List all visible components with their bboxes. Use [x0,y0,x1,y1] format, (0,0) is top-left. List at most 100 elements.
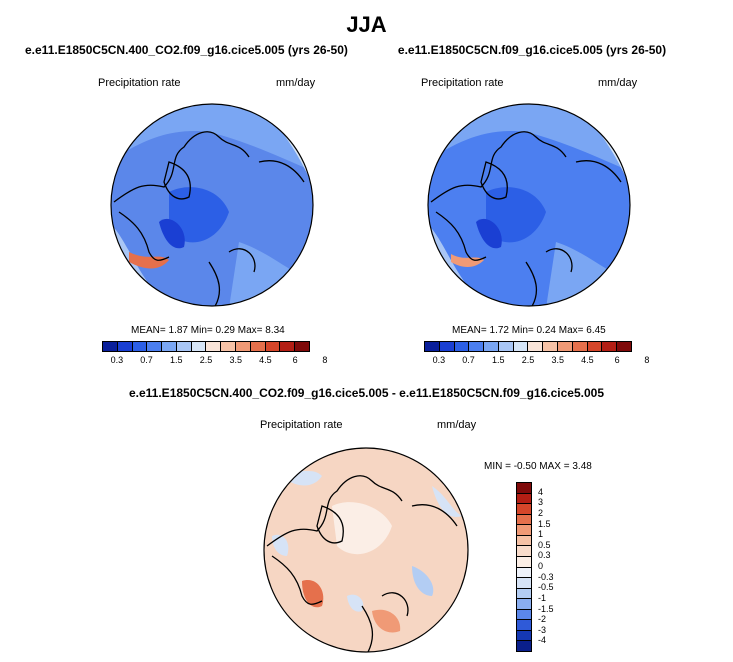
colorbar-swatch [176,342,192,351]
colorbar-tick-label: -2 [538,614,547,625]
colorbar-tick-label: -1.5 [538,603,554,614]
colorbar-swatch [517,599,531,610]
panel1-colorbar-labels: 0.3 0.7 1.5 2.5 3.5 4.5 6 8 [102,352,328,366]
panel2-min-value: 0.24 [536,325,556,336]
colorbar-tick-label: 0.3 [110,355,124,365]
colorbar-tick-label: -4 [538,635,547,646]
colorbar-tick-label: 1.5 [492,355,505,365]
diff-polar-map [263,447,469,653]
colorbar-swatch [517,556,531,568]
diff-variable-label: Precipitation rate [260,419,343,431]
panel2-min-label: Min= [511,325,534,336]
panel1-max-label: Max= [237,325,263,336]
colorbar-swatch [543,342,559,351]
colorbar-tick-label: 0.7 [140,355,153,365]
colorbar-swatch [558,342,573,351]
panel1-colorbar-swatches [102,341,310,352]
colorbar-swatch [425,342,440,351]
colorbar-tick-label: 0 [538,561,544,571]
colorbar-swatch [454,342,470,351]
colorbar-tick-label: 2.5 [521,355,535,365]
diff-case-title: e.e11.E1850C5CN.400_CO2.f09_g16.cice5.00… [128,386,604,400]
panel2-mean-label: MEAN= [452,325,487,336]
panel1-stats: MEAN= 1.87 Min= 0.29 Max= 8.34 [131,325,285,336]
colorbar-swatch [572,342,588,351]
colorbar-tick-label: 8 [322,355,328,365]
colorbar-swatch [617,342,631,351]
colorbar-swatch [517,483,531,494]
colorbar-swatch [602,342,618,351]
colorbar-swatch [103,342,118,351]
colorbar-swatch [528,342,544,351]
diff-units-label: mm/day [437,419,477,431]
colorbar-swatch [295,342,309,351]
panel2-mean-value: 1.72 [489,325,509,336]
colorbar-swatch [517,514,531,526]
colorbar-swatch [587,342,603,351]
colorbar-tick-label: 2 [538,507,544,518]
colorbar-swatch [191,342,207,351]
colorbar-swatch [439,342,455,351]
colorbar-tick-label: 6 [292,355,298,365]
colorbar-tick-label: 3.5 [229,355,242,365]
colorbar-swatch [498,342,514,351]
colorbar-swatch [517,504,531,515]
diff-colorbar-swatches [516,482,532,652]
colorbar-tick-label: 2.5 [199,355,213,365]
colorbar-swatch [265,342,281,351]
colorbar-swatch [221,342,237,351]
diff-minmax-text: MIN = -0.50 MAX = 3.48 [484,461,592,472]
colorbar-swatch [517,630,531,642]
figure-title: JJA [346,12,387,37]
colorbar-swatch [517,535,531,547]
panel1-case-title: e.e11.E1850C5CN.400_CO2.f09_g16.cice5.00… [25,43,348,57]
panel1-min-value: 0.29 [215,325,235,336]
colorbar-swatch [469,342,485,351]
panel2-stats: MEAN= 1.72 Min= 0.24 Max= 6.45 [452,325,606,336]
colorbar-swatch [517,493,531,505]
colorbar-swatch [147,342,163,351]
colorbar-swatch [517,578,531,589]
colorbar-swatch [250,342,266,351]
panel1-max-value: 8.34 [265,325,285,336]
colorbar-tick-label: -0.3 [538,571,554,582]
panel1-mean-value: 1.87 [168,325,188,336]
panel2-colorbar-swatches [424,341,632,352]
colorbar-swatch [162,342,177,351]
colorbar-tick-label: 4.5 [581,355,594,365]
panel1-min-label: Min= [190,325,213,336]
panel1-variable-label: Precipitation rate [98,77,181,89]
colorbar-tick-label: 0.7 [462,355,475,365]
colorbar-swatch [117,342,133,351]
colorbar-swatch [517,609,531,621]
panel1-mean-label: MEAN= [131,325,166,336]
colorbar-tick-label: 3 [538,497,544,508]
colorbar-tick-label: 3.5 [551,355,564,365]
colorbar-swatch [517,620,531,631]
colorbar-tick-label: 0.3 [538,550,551,561]
colorbar-tick-label: 8 [644,355,650,365]
panel2-units-label: mm/day [598,77,638,89]
colorbar-swatch [206,342,222,351]
panel2-polar-map [427,103,631,307]
colorbar-swatch [132,342,148,351]
panel1-polar-map [110,103,314,307]
diff-colorbar: 4 3 2 1.5 1 0.5 0.3 0 -0.3 -0.5 -1 -1.5 -2 -3 -4 [516,482,566,652]
colorbar-swatch [517,588,531,600]
colorbar-swatch [517,567,531,579]
colorbar-tick-label: -1 [538,592,547,603]
colorbar-swatch [517,641,531,651]
colorbar-tick-label: 6 [614,355,620,365]
colorbar-tick-label: 4 [538,486,544,497]
colorbar-swatch [517,525,531,536]
panel2-colorbar: 0.3 0.7 1.5 2.5 3.5 4.5 6 8 [424,341,649,369]
colorbar-tick-label: 1.5 [170,355,183,365]
colorbar-tick-label: -3 [538,624,547,635]
panel1-colorbar: 0.3 0.7 1.5 2.5 3.5 4.5 6 8 [102,341,328,369]
colorbar-swatch [236,342,251,351]
panel2-max-label: Max= [558,325,584,336]
colorbar-tick-label: 1 [538,529,544,540]
colorbar-swatch [513,342,529,351]
colorbar-tick-label: -0.5 [538,582,554,593]
colorbar-tick-label: 1.5 [538,518,551,529]
